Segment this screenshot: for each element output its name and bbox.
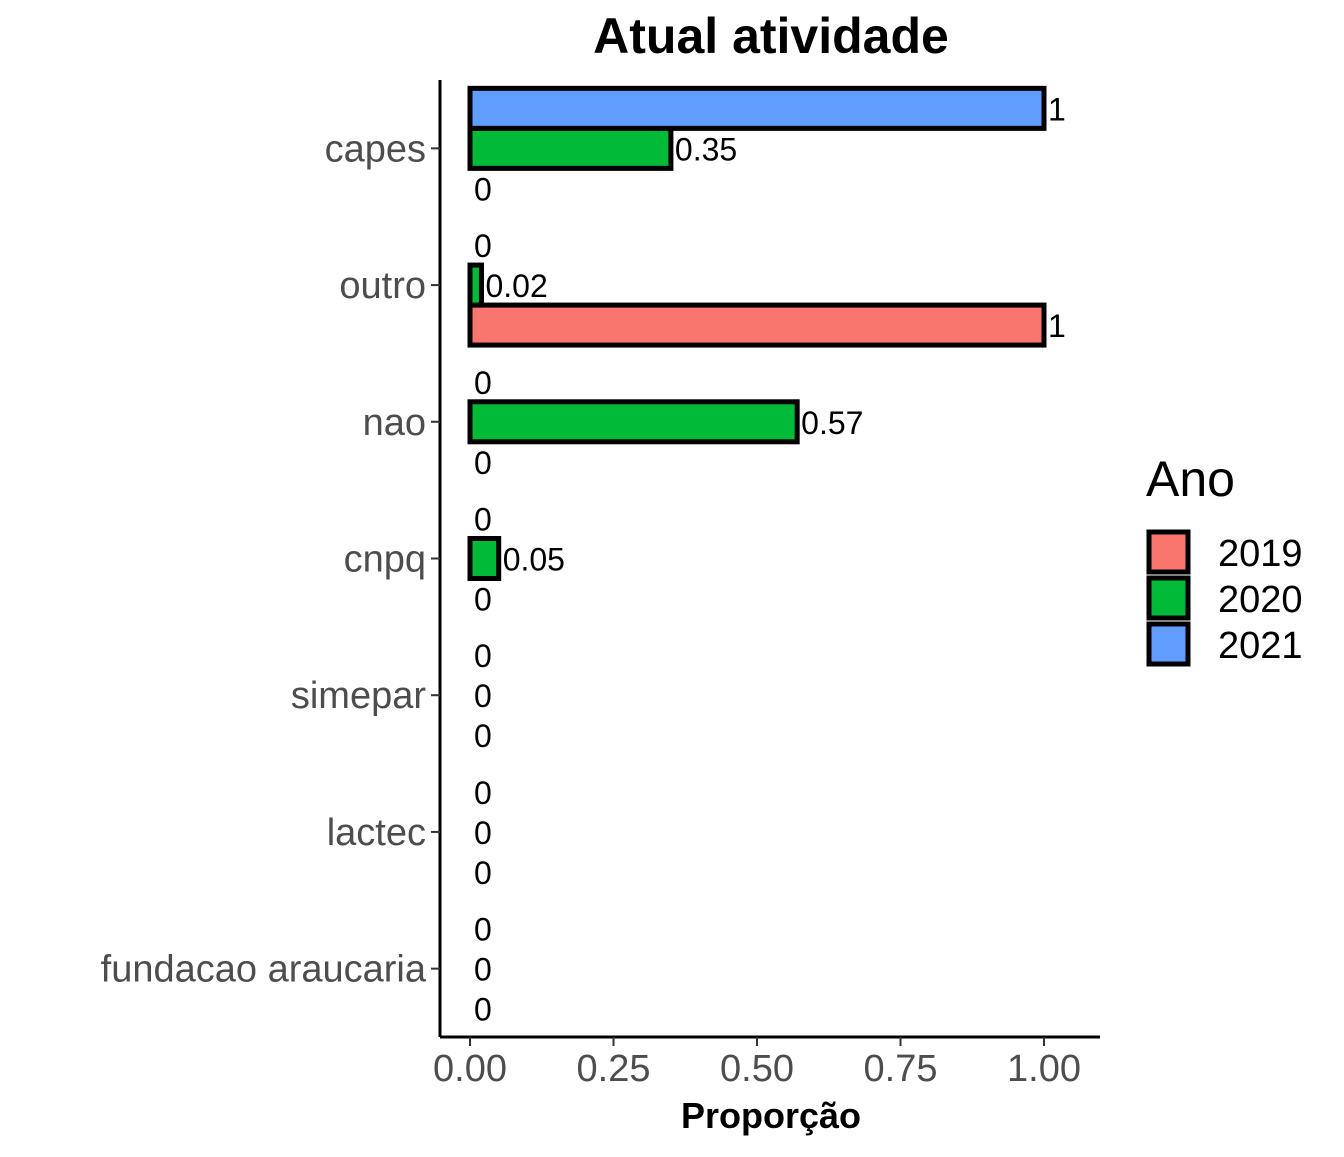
y-tick-label-nao: nao xyxy=(363,402,426,444)
data-label-simepar-2021: 0 xyxy=(474,638,492,674)
y-tick-label-capes: capes xyxy=(325,128,426,170)
data-label-simepar-2019: 0 xyxy=(474,718,492,754)
data-label-capes-2020: 0.35 xyxy=(675,131,737,167)
y-tick-label-cnpq: cnpq xyxy=(344,539,426,581)
bar-outro-2019 xyxy=(467,302,1047,348)
axes-layer: capes outro nao cnpq simepar lactec fundacao a… xyxy=(101,80,1100,1090)
data-label-outro-2020: 0.02 xyxy=(485,268,547,304)
data-label-cnpq-2021: 0 xyxy=(474,502,492,538)
x-tick-label-1: 0.25 xyxy=(577,1048,651,1090)
data-label-nao-2020: 0.57 xyxy=(801,405,863,441)
y-tick-label-simepar: simepar xyxy=(291,675,426,717)
bar-outro-2020 xyxy=(467,262,484,308)
data-label-lactec-2020: 0 xyxy=(474,815,492,851)
legend-key-2021 xyxy=(1146,621,1191,667)
x-tick-label-2: 0.50 xyxy=(720,1048,794,1090)
y-tick-label-fundacao-araucaria: fundacao araucaria xyxy=(101,949,427,991)
legend-key-2019 xyxy=(1146,529,1191,575)
bar-nao-2020 xyxy=(467,399,800,445)
bar-cnpq-2020 xyxy=(467,536,502,581)
data-label-cnpq-2020: 0.05 xyxy=(503,542,565,578)
data-label-lactec-2019: 0 xyxy=(474,855,492,891)
data-label-outro-2019: 1 xyxy=(1048,308,1066,344)
data-label-fundacao-araucaria-2021: 0 xyxy=(474,912,492,948)
data-label-capes-2021: 1 xyxy=(1048,91,1066,127)
chart-title: Atual atividade xyxy=(593,8,949,64)
legend-label-2020: 2020 xyxy=(1218,579,1303,621)
data-label-outro-2021: 0 xyxy=(474,228,492,264)
x-tick-label-0: 0.00 xyxy=(433,1048,507,1090)
bar-capes-2021 xyxy=(467,85,1047,131)
legend-key-2020 xyxy=(1146,575,1191,621)
y-tick-label-lactec: lactec xyxy=(327,812,426,854)
legend-title: Ano xyxy=(1146,451,1235,507)
data-label-fundacao-araucaria-2020: 0 xyxy=(474,952,492,988)
data-label-lactec-2021: 0 xyxy=(474,775,492,811)
data-label-simepar-2020: 0 xyxy=(474,678,492,714)
data-label-cnpq-2019: 0 xyxy=(474,582,492,618)
x-tick-label-3: 0.75 xyxy=(864,1048,938,1090)
x-tick-label-4: 1.00 xyxy=(1007,1048,1081,1090)
bar-capes-2020 xyxy=(467,125,674,171)
data-label-nao-2021: 0 xyxy=(474,365,492,401)
bars-layer: 0 0.35 1 1 0.02 0 0 0.57 0 0 0.05 0 0 0 0 0 0 0 0 0 0 xyxy=(467,85,1066,1028)
legend-label-2021: 2021 xyxy=(1218,625,1303,667)
x-axis-title: Proporção xyxy=(681,1095,861,1136)
data-label-fundacao-araucaria-2019: 0 xyxy=(474,992,492,1028)
data-label-nao-2019: 0 xyxy=(474,445,492,481)
y-tick-label-outro: outro xyxy=(339,265,426,307)
legend-label-2019: 2019 xyxy=(1218,533,1303,575)
data-label-capes-2019: 0 xyxy=(474,171,492,207)
